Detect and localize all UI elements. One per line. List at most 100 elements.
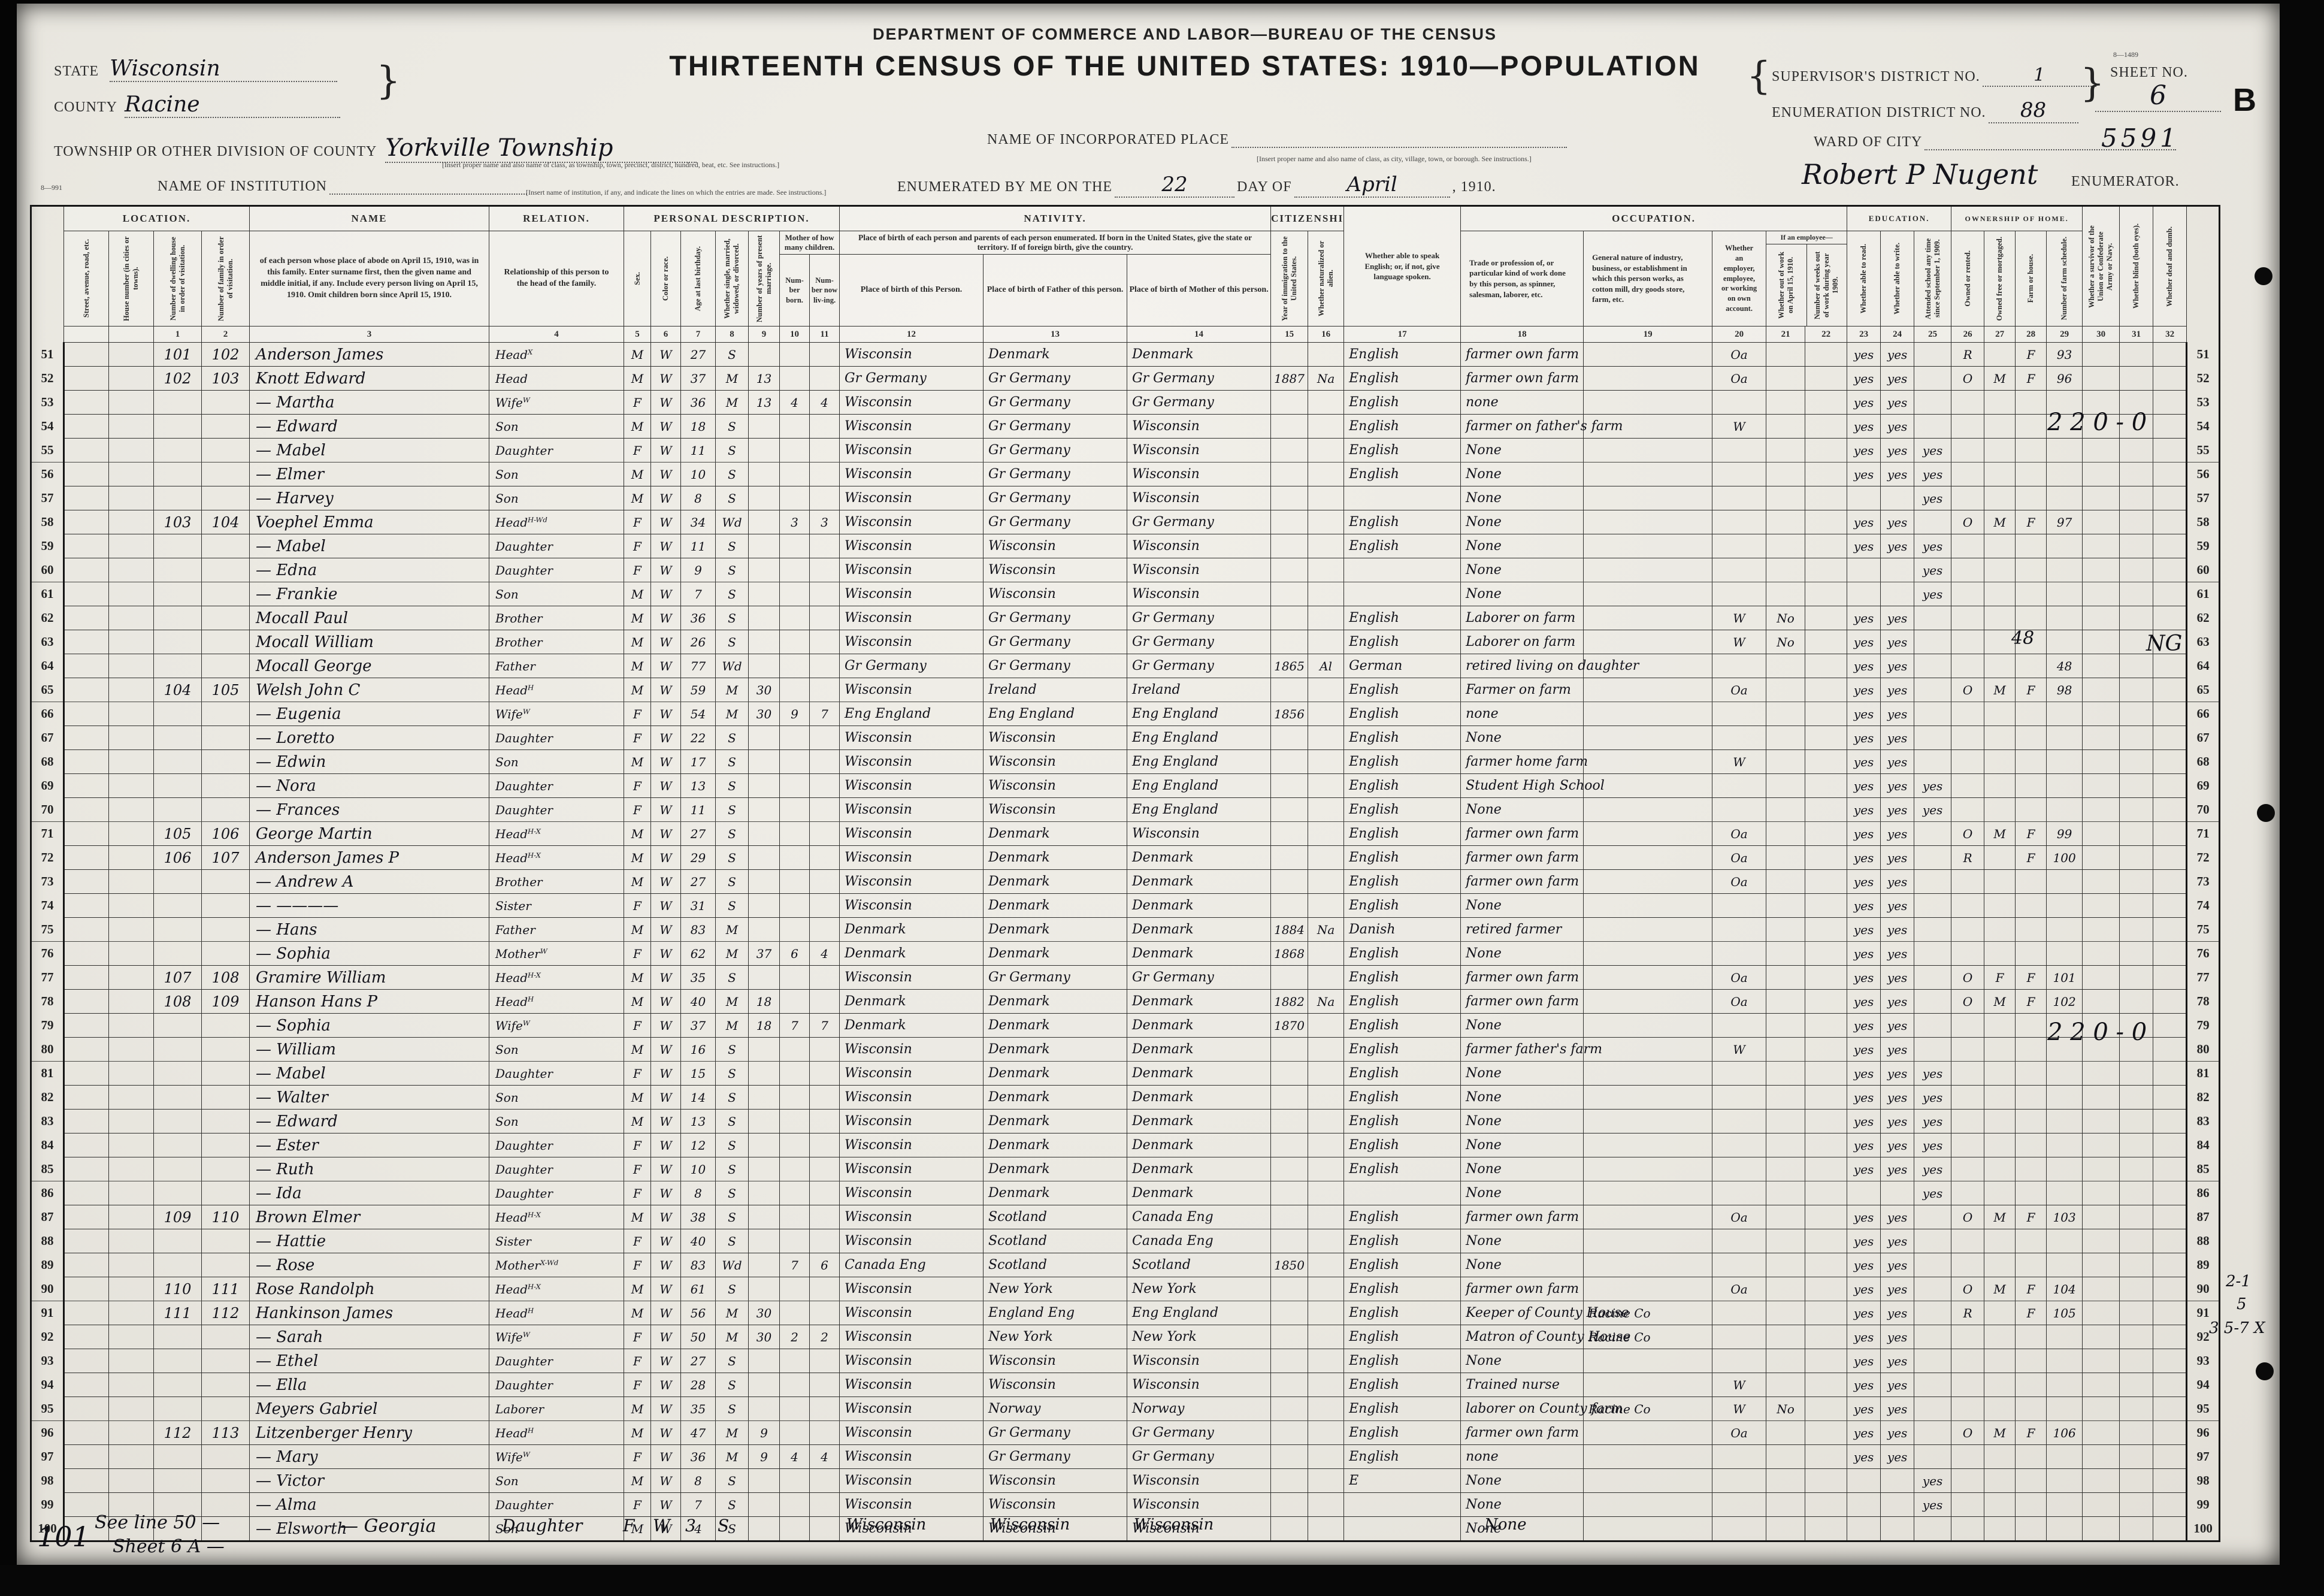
cell-farm-house xyxy=(2015,893,2047,918)
cell-sex: F xyxy=(624,438,651,463)
cell-birthplace: Wisconsin xyxy=(839,1444,984,1469)
cell-occupation: None xyxy=(1460,1133,1584,1157)
cell-industry xyxy=(1583,917,1713,942)
cell-write: yes xyxy=(1880,1229,1915,1253)
cell-veteran xyxy=(2082,1349,2120,1373)
ward-field: Ward of city xyxy=(1814,134,2177,150)
cell-naturalized xyxy=(1308,965,1345,990)
column-number: 31 xyxy=(2119,326,2154,343)
cell-children-born xyxy=(779,773,810,798)
cell-occupation: farmer father's farm xyxy=(1460,1037,1602,1062)
cell-naturalized xyxy=(1308,726,1345,750)
cell-free-mortgaged xyxy=(1984,1492,2016,1517)
cell-house xyxy=(108,1013,154,1038)
cell-farm-house xyxy=(2015,917,2047,942)
cell-write xyxy=(1880,558,1915,582)
cell-naturalized xyxy=(1308,1109,1345,1133)
cell-children-living xyxy=(809,1037,840,1062)
cell-sex: F xyxy=(624,1444,651,1469)
cell-house xyxy=(108,1205,154,1229)
cell-age: 7 xyxy=(680,582,716,606)
cell-dwelling xyxy=(153,1492,202,1517)
cell-blind xyxy=(2119,941,2154,966)
cell-relation: Brother xyxy=(489,869,624,894)
cell-free-mortgaged xyxy=(1984,606,2016,630)
line-number-left: 76 xyxy=(31,941,65,966)
cell-marital: M xyxy=(715,366,749,391)
cell-street xyxy=(63,606,109,630)
cell-immigration xyxy=(1270,1325,1309,1349)
enumerated-day: 22 xyxy=(1115,173,1234,198)
cell-relation: Sister xyxy=(489,893,624,918)
cell-mother-birthplace: Gr Germany xyxy=(1127,1444,1272,1469)
table-row: 72 106 107 Anderson James P HeadH-X M W … xyxy=(31,845,2220,870)
cell-naturalized xyxy=(1308,869,1345,894)
cell-free-mortgaged xyxy=(1984,749,2016,774)
cell-name: — Harvey xyxy=(249,486,489,510)
cell-occupation: None xyxy=(1460,1181,1584,1205)
cell-sex: M xyxy=(624,821,651,846)
cell-blind xyxy=(2119,438,2154,463)
cell-veteran xyxy=(2082,797,2120,822)
cell-occupation: Keeper of County House xyxy=(1460,1301,1629,1325)
department-line: DEPARTMENT OF COMMERCE AND LABOR—BUREAU … xyxy=(873,25,1497,43)
cell-marital: Wd xyxy=(715,510,749,534)
column-number: 17 xyxy=(1343,326,1461,343)
cell-free-mortgaged xyxy=(1984,1301,2016,1325)
cell-name: — Loretto xyxy=(249,726,489,750)
cell-read xyxy=(1847,1516,1881,1541)
cell-farm-house xyxy=(2015,797,2047,822)
cell-free-mortgaged xyxy=(1984,845,2016,870)
cell-immigration: 1868 xyxy=(1270,941,1309,966)
cell-birthplace: Wisconsin xyxy=(839,1205,984,1229)
cell-relation: HeadH-X xyxy=(489,1277,624,1301)
cell-school xyxy=(1914,342,1952,367)
cell-free-mortgaged: M xyxy=(1984,989,2016,1014)
cell-farm-schedule: 98 xyxy=(2046,678,2083,702)
cell-occupation: None xyxy=(1460,1085,1584,1110)
column-number: 11 xyxy=(809,326,840,343)
cell-birthplace: Wisconsin xyxy=(839,773,984,798)
cell-street xyxy=(63,845,109,870)
cell-street xyxy=(63,773,109,798)
cell-school: yes xyxy=(1914,1468,1952,1493)
cell-years-married xyxy=(748,414,780,439)
cell-school: yes xyxy=(1914,1133,1952,1157)
cell-farm-house xyxy=(2015,1373,2047,1397)
cell-father-birthplace: Gr Germany xyxy=(983,486,1128,510)
cell-employer-status xyxy=(1712,1013,1767,1038)
cell-marital: S xyxy=(715,630,749,654)
cell-farm-schedule: 48 xyxy=(2046,654,2083,678)
cell-family xyxy=(201,558,250,582)
cell-relation: Son xyxy=(489,486,624,510)
cell-weeks-out xyxy=(1805,1325,1848,1349)
line-number-right: 94 xyxy=(2186,1373,2220,1397)
cell-occupation: None xyxy=(1460,893,1584,918)
cell-family: 109 xyxy=(201,989,250,1014)
cell-out-of-work xyxy=(1766,1277,1806,1301)
cell-deaf xyxy=(2153,749,2187,774)
cell-veteran xyxy=(2082,941,2120,966)
cell-industry xyxy=(1583,1373,1713,1397)
cell-occupation: None xyxy=(1460,1109,1584,1133)
cell-name: — Nora xyxy=(249,773,489,798)
table-row: 67 — Loretto Daughter F W 22 S Wisconsin… xyxy=(31,726,2220,750)
cell-industry xyxy=(1583,1085,1713,1110)
cell-read: yes xyxy=(1847,1157,1881,1181)
cell-out-of-work xyxy=(1766,1181,1806,1205)
cell-farm-schedule xyxy=(2046,797,2083,822)
cell-sex: M xyxy=(624,989,651,1014)
cell-veteran xyxy=(2082,821,2120,846)
cell-father-birthplace: Wisconsin xyxy=(983,749,1128,774)
cell-veteran xyxy=(2082,1133,2120,1157)
cell-children-born xyxy=(779,1133,810,1157)
cell-father-birthplace: Denmark xyxy=(983,1037,1128,1062)
cell-children-born xyxy=(779,1277,810,1301)
cell-school xyxy=(1914,917,1952,942)
column-number: 5 xyxy=(624,326,651,343)
cell-veteran xyxy=(2082,438,2120,463)
cell-children-living xyxy=(809,414,840,439)
cell-blind xyxy=(2119,1349,2154,1373)
cell-relation: Son xyxy=(489,1085,624,1110)
line-number-left: 62 xyxy=(31,606,65,630)
